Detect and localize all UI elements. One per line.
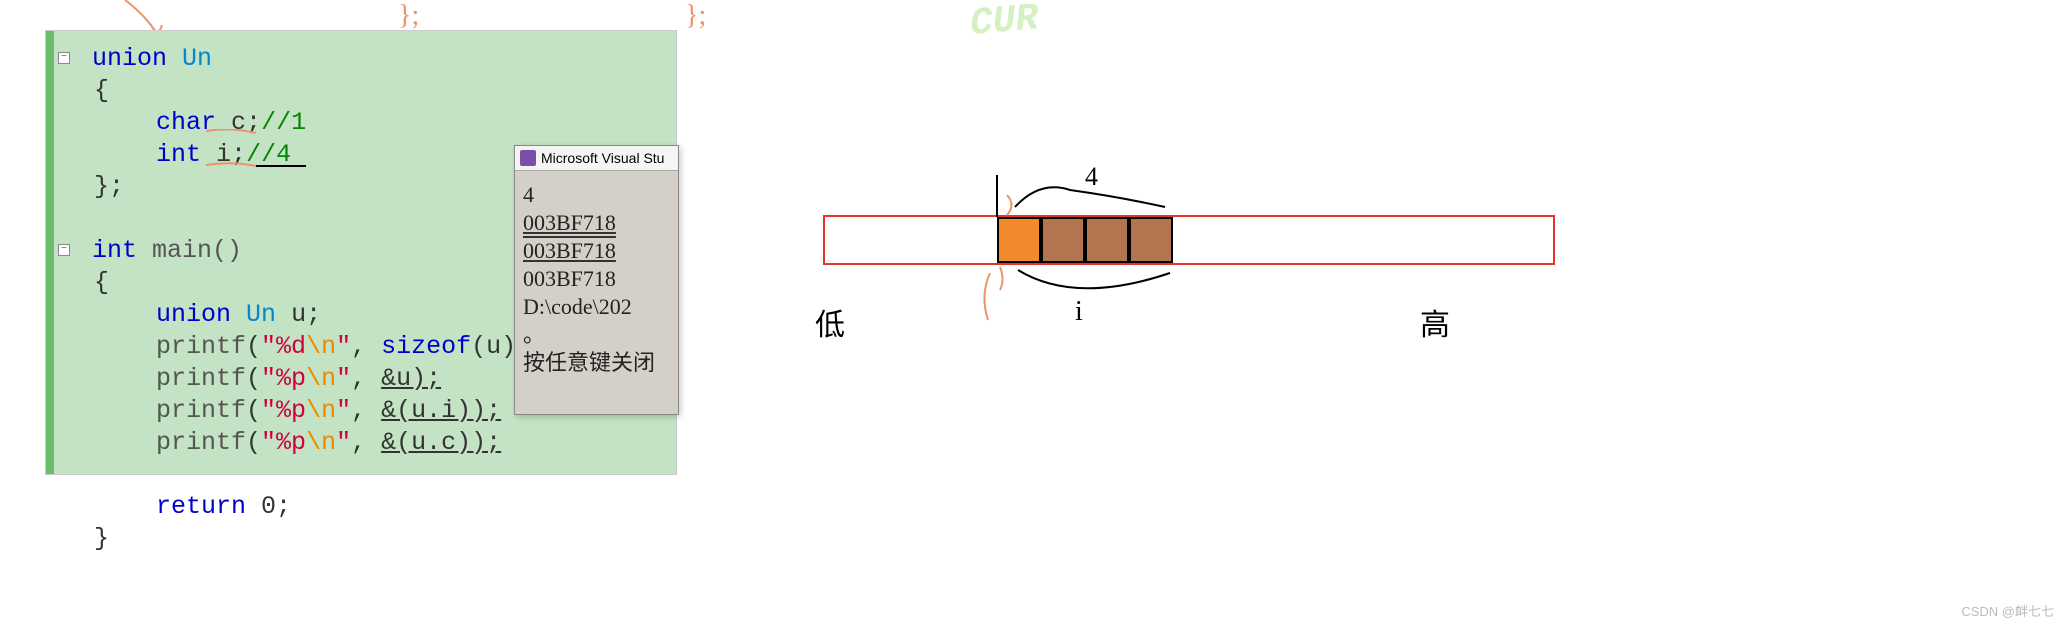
underline-annotation2 xyxy=(201,161,311,181)
str: "%d xyxy=(261,332,306,361)
str: "%p xyxy=(261,428,306,457)
console-window: Microsoft Visual Stu 4 003BF718 003BF718… xyxy=(514,145,679,415)
line-char: char c;//1 xyxy=(76,107,676,139)
comma: , xyxy=(351,364,381,393)
str: " xyxy=(336,428,351,457)
str: "%p xyxy=(261,396,306,425)
out-line-5: D:\code\202 xyxy=(523,293,670,321)
diagram-annotations: 4 i xyxy=(970,165,1230,345)
esc: \n xyxy=(306,332,336,361)
line-brace-close2: } xyxy=(76,523,676,555)
kw-int: int xyxy=(156,140,201,169)
arg: &(u.i)); xyxy=(381,396,501,425)
line-blank2 xyxy=(76,459,676,491)
label-high: 高 xyxy=(1420,300,1450,344)
sizeof: sizeof xyxy=(381,332,471,361)
comma: , xyxy=(351,396,381,425)
kw-union2: union xyxy=(156,300,231,329)
paren: ( xyxy=(246,332,261,361)
str: " xyxy=(336,332,351,361)
return-val: 0; xyxy=(246,492,291,521)
annot-4: 4 xyxy=(1085,165,1098,191)
arg: &u); xyxy=(381,364,441,393)
esc: \n xyxy=(306,364,336,393)
printf: printf xyxy=(156,396,246,425)
printf: printf xyxy=(156,332,246,361)
out-line-2: 003BF718 xyxy=(523,209,670,237)
esc: \n xyxy=(306,396,336,425)
arg: &(u.c)); xyxy=(381,428,501,457)
annotation-semicolon-1: }; xyxy=(398,0,419,32)
line-union: −union Un xyxy=(76,43,676,75)
out-line-6: 按任意键关闭 xyxy=(523,349,670,377)
comma: , xyxy=(351,332,381,361)
console-titlebar[interactable]: Microsoft Visual Stu xyxy=(515,146,678,171)
var-u: u; xyxy=(291,300,321,329)
watermark-cure: CUR xyxy=(968,0,1040,46)
fold-icon[interactable]: − xyxy=(58,52,70,64)
kw-union: union xyxy=(92,44,167,73)
printf: printf xyxy=(156,364,246,393)
kw-return: return xyxy=(156,492,246,521)
printf: printf xyxy=(156,428,246,457)
vs-icon xyxy=(520,150,536,166)
type-un: Un xyxy=(182,44,212,73)
watermark: CSDN @衅七七 xyxy=(1961,601,2054,620)
str: "%p xyxy=(261,364,306,393)
comma: , xyxy=(351,428,381,457)
out-line-3: 003BF718 xyxy=(523,237,670,265)
str: " xyxy=(336,396,351,425)
console-title: Microsoft Visual Stu xyxy=(541,150,664,166)
console-body: 4 003BF718 003BF718 003BF718 D:\code\202… xyxy=(515,171,678,387)
main-name: main() xyxy=(137,236,242,265)
esc: \n xyxy=(306,428,336,457)
annotation-semicolon-2: }; xyxy=(685,0,706,32)
type-un2: Un xyxy=(246,300,276,329)
out-dot: 。 xyxy=(523,321,670,349)
annot-i: i xyxy=(1075,296,1083,327)
label-low: 低 xyxy=(815,300,845,344)
editor-gutter xyxy=(46,31,54,474)
fold-icon[interactable]: − xyxy=(58,244,70,256)
str: " xyxy=(336,364,351,393)
kw-int-main: int xyxy=(92,236,137,265)
out-line-1: 4 xyxy=(523,181,670,209)
line-return: return 0; xyxy=(76,491,676,523)
line-printf4: printf("%p\n", &(u.c)); xyxy=(76,427,676,459)
out-line-4: 003BF718 xyxy=(523,265,670,293)
line-brace-open: { xyxy=(76,75,676,107)
